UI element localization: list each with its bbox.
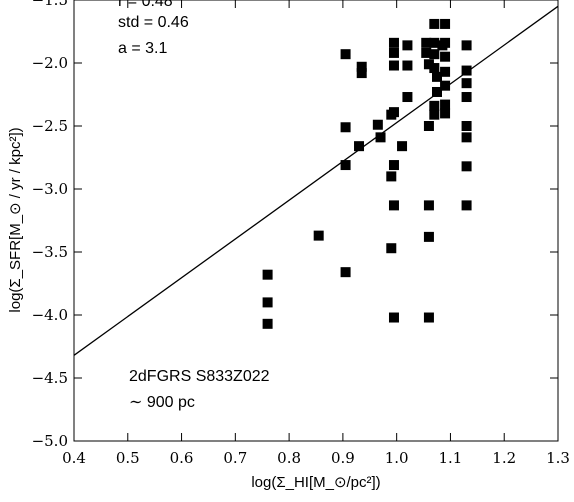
- x-tick-label: 0.8: [277, 449, 301, 467]
- data-point: [388, 37, 399, 48]
- data-point: [440, 108, 451, 119]
- x-axis-title: log(Σ_HI[M_⊙/pc²]): [251, 474, 380, 491]
- data-point: [340, 160, 351, 171]
- x-tick-label: 0.5: [116, 449, 140, 467]
- data-point: [440, 37, 451, 48]
- data-point: [340, 122, 351, 133]
- data-point: [432, 86, 442, 97]
- data-point: [372, 119, 383, 130]
- data-point: [402, 60, 413, 71]
- data-point: [397, 141, 408, 152]
- data-point: [440, 80, 451, 91]
- data-point: [340, 49, 351, 60]
- data-point: [262, 297, 273, 308]
- data-point: [388, 200, 399, 211]
- data-point: [402, 92, 413, 103]
- x-tick-label: 1.3: [546, 449, 570, 467]
- plot-frame: [73, 0, 559, 442]
- data-point: [440, 51, 451, 62]
- data-point: [461, 161, 472, 172]
- y-tick-label: −4.0: [32, 306, 68, 324]
- data-point: [461, 121, 472, 131]
- data-point: [423, 231, 434, 242]
- annotation-galaxy: 2dFGRS S833Z022: [129, 368, 270, 385]
- stat-a: a = 3.1: [118, 40, 167, 57]
- y-tick-label: −2.0: [32, 54, 68, 72]
- data-point: [461, 92, 472, 103]
- stat-std: std = 0.46: [118, 14, 189, 31]
- data-point: [423, 200, 434, 211]
- x-tick-label: 1.1: [439, 449, 463, 467]
- data-point: [402, 40, 413, 51]
- data-point: [262, 318, 273, 329]
- x-tick-label: 0.6: [170, 449, 194, 467]
- data-point: [386, 171, 397, 182]
- y-tick-label: −3.5: [32, 243, 68, 261]
- data-point: [340, 267, 351, 278]
- data-point: [429, 37, 440, 48]
- x-tick-label: 0.4: [62, 449, 86, 467]
- data-point: [423, 121, 434, 131]
- data-point: [388, 312, 399, 323]
- data-point: [423, 59, 434, 70]
- data-point: [429, 63, 440, 74]
- data-point: [388, 107, 399, 118]
- data-point: [432, 71, 442, 82]
- data-point: [262, 269, 273, 280]
- data-point: [461, 78, 472, 89]
- data-point: [421, 47, 432, 58]
- y-tick-label: −2.5: [32, 117, 68, 135]
- data-points: [262, 18, 472, 329]
- data-point: [388, 60, 399, 71]
- data-point: [429, 18, 440, 29]
- stat-r: r = 0.48: [118, 0, 173, 10]
- y-tick-label: −3.0: [32, 180, 68, 198]
- data-point: [461, 200, 472, 211]
- data-point: [461, 40, 472, 51]
- x-tick-label: 0.9: [331, 449, 355, 467]
- data-point: [388, 160, 399, 171]
- y-tick-label: −5.0: [32, 432, 68, 450]
- y-axis-title: log(Σ_SFR[M_⊙ / yr / kpc²]): [7, 127, 24, 312]
- data-point: [429, 109, 440, 120]
- data-point: [356, 68, 367, 79]
- data-point: [440, 66, 451, 77]
- annotation-scale: ∼ 900 pc: [129, 394, 195, 411]
- data-point: [421, 37, 432, 48]
- data-point: [429, 49, 440, 60]
- x-tick-label: 1.2: [492, 449, 516, 467]
- data-point: [386, 243, 397, 254]
- data-point: [388, 47, 399, 58]
- data-point: [423, 312, 434, 323]
- data-point: [440, 18, 451, 29]
- y-axis-ticks: −5.0 −4.5 −4.0 −3.5 −3.0 −2.5 −2.0 −1.5: [32, 0, 558, 450]
- y-tick-label: −4.5: [32, 369, 68, 387]
- x-tick-label: 0.7: [223, 449, 247, 467]
- data-point: [356, 61, 367, 72]
- data-point: [461, 65, 472, 76]
- x-tick-label: 1.0: [385, 449, 409, 467]
- fit-line: [73, 5, 559, 356]
- y-tick-label: −1.5: [32, 0, 68, 9]
- x-axis-ticks: 0.4 0.5 0.6 0.7 0.8 0.9 1.0 1.1 1.2 1.3: [62, 0, 570, 467]
- data-point: [429, 100, 440, 111]
- data-point: [461, 132, 472, 143]
- data-point: [440, 99, 451, 110]
- data-point: [354, 141, 365, 152]
- data-point: [313, 230, 324, 241]
- data-point: [375, 132, 386, 143]
